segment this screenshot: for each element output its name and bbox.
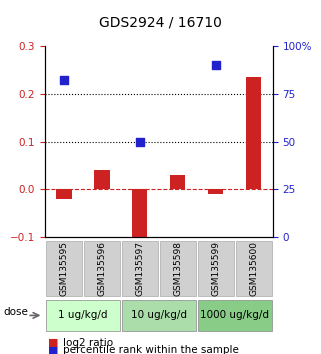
Text: GSM135600: GSM135600 (249, 241, 258, 296)
Bar (56, 189, 72, 199)
Point (175, 1, 180, 7)
Text: GSM135595: GSM135595 (59, 241, 68, 296)
Text: GSM135597: GSM135597 (135, 241, 144, 296)
Text: dose: dose (3, 307, 28, 317)
Bar (132, 189, 148, 251)
Text: GSM135596: GSM135596 (97, 241, 107, 296)
Text: 1000 ug/kg/d: 1000 ug/kg/d (200, 310, 269, 320)
Point (137, 139, 143, 144)
Point (61, 78, 66, 83)
Text: 10 ug/kg/d: 10 ug/kg/d (131, 310, 187, 320)
Point (213, 62, 218, 68)
Text: GSM135598: GSM135598 (173, 241, 182, 296)
Text: 1 ug/kg/d: 1 ug/kg/d (58, 310, 108, 320)
Bar (94, 170, 109, 189)
Text: GSM135599: GSM135599 (211, 241, 221, 296)
Text: percentile rank within the sample: percentile rank within the sample (63, 346, 239, 354)
Bar (246, 77, 261, 189)
Text: ■: ■ (48, 338, 59, 348)
Text: log2 ratio: log2 ratio (63, 338, 113, 348)
Bar (170, 175, 186, 189)
Text: GDS2924 / 16710: GDS2924 / 16710 (99, 16, 222, 30)
Text: ■: ■ (48, 346, 59, 354)
Bar (208, 189, 223, 194)
